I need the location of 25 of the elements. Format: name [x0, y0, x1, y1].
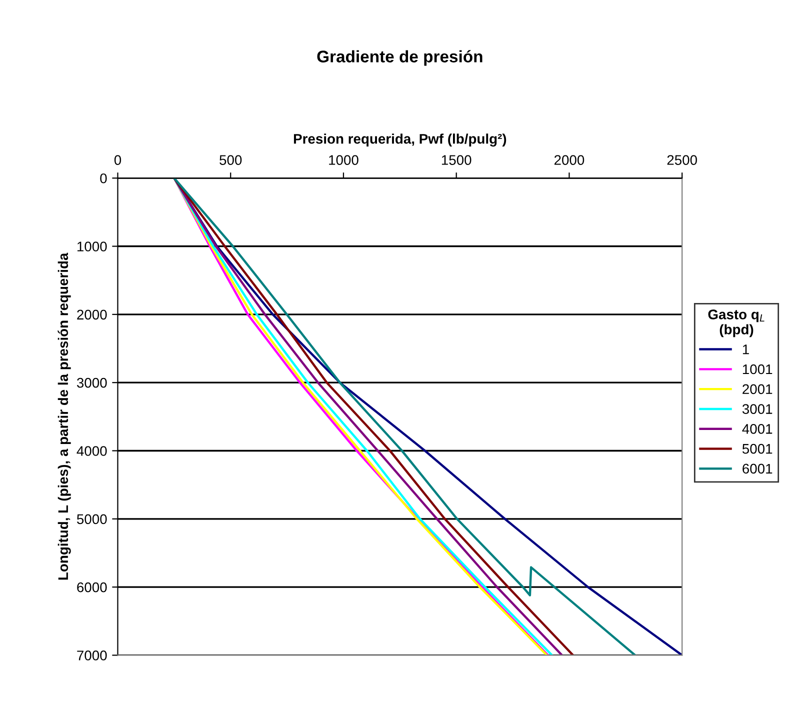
y-tick-label: 7000 — [77, 650, 107, 660]
legend-label: 2001 — [742, 384, 772, 394]
x-tick-label: 2000 — [554, 155, 584, 165]
chart-title: Gradiente de presión — [317, 50, 482, 66]
legend-label: 3001 — [742, 404, 772, 414]
legend-label: 6001 — [742, 464, 772, 474]
legend-label: 5001 — [742, 444, 772, 454]
y-tick-label: 1000 — [77, 242, 107, 252]
x-tick-label: 500 — [220, 155, 242, 165]
y-tick-label: 4000 — [76, 446, 107, 456]
x-tick-label: 0 — [114, 155, 122, 165]
legend-label: 1 — [742, 344, 749, 354]
y-tick-label: 6000 — [77, 582, 107, 592]
x-axis-title: Presion requerida, Pwf (lb/pulg²) — [294, 134, 506, 147]
x-tick-label: 1500 — [442, 155, 472, 165]
y-tick-label: 0 — [100, 173, 107, 184]
x-tick-label: 2500 — [667, 155, 697, 165]
legend-label: 4001 — [742, 424, 772, 434]
legend-label: 1001 — [742, 364, 772, 374]
legend-title: Gasto q$_{L}$ (bpd) — [708, 310, 764, 338]
x-tick-label: 1000 — [329, 155, 358, 165]
y-tick-label: 2000 — [77, 310, 107, 320]
y-axis-title: Longitud, L (pies), a partir de la presión requerida — [58, 252, 71, 580]
y-tick-label: 3000 — [76, 378, 107, 388]
y-tick-label: 5000 — [76, 514, 107, 524]
